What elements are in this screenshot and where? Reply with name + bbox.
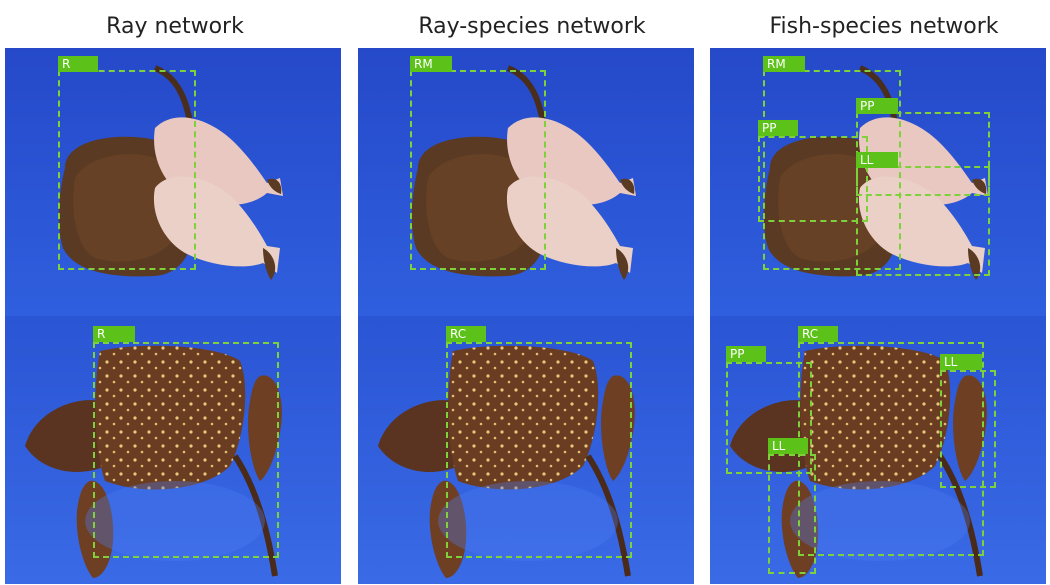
detection-label: RC (798, 326, 838, 342)
column-title-fish-species-network: Fish-species network (769, 14, 999, 39)
detection-box (856, 166, 990, 276)
detection-box (758, 136, 868, 222)
detection-label: RC (446, 326, 486, 342)
detection-label: PP (758, 120, 798, 136)
detection-box (93, 342, 279, 558)
image-fish-species-network-top: RM PP PP LL (710, 48, 1046, 316)
detection-label: R (58, 56, 98, 72)
image-ray-network-top: R (5, 48, 341, 316)
detection-box (410, 70, 546, 270)
detection-box (768, 454, 816, 574)
column-title-ray-network: Ray network (106, 14, 244, 39)
column-title-ray-species-network: Ray-species network (418, 14, 646, 39)
detection-label: RM (410, 56, 452, 72)
image-ray-network-bottom: R (5, 316, 341, 584)
image-ray-species-network-bottom: RC (358, 316, 694, 584)
detection-box (446, 342, 632, 558)
detection-label: PP (726, 346, 766, 362)
image-ray-species-network-top: RM (358, 48, 694, 316)
detection-label: LL (856, 152, 898, 168)
detection-box (58, 70, 196, 270)
detection-label: LL (940, 354, 982, 370)
detection-box (940, 370, 996, 488)
detection-label: PP (856, 98, 898, 114)
detection-box (763, 70, 901, 270)
detection-label: LL (768, 438, 808, 454)
detection-label: RM (763, 56, 805, 72)
detection-label: R (93, 326, 135, 342)
image-fish-species-network-bottom: RC PP LL LL (710, 316, 1046, 584)
